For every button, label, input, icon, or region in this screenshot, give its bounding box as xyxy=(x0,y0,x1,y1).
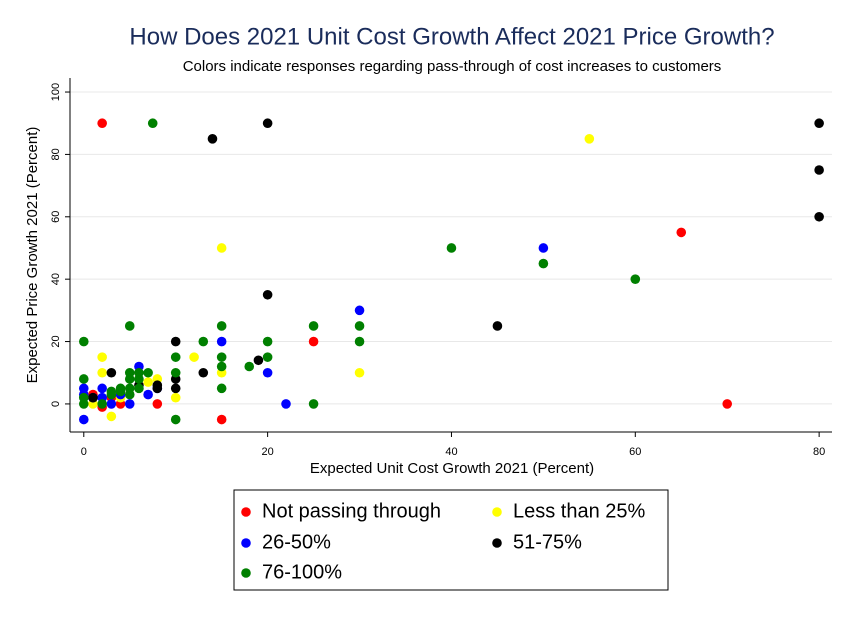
legend-marker xyxy=(492,507,502,517)
point xyxy=(147,118,158,129)
point xyxy=(170,352,181,362)
point xyxy=(216,352,227,362)
point xyxy=(134,367,144,378)
legend-label: 51-75% xyxy=(513,531,582,553)
point xyxy=(216,243,227,253)
point xyxy=(354,367,365,378)
point xyxy=(143,389,153,400)
point xyxy=(78,399,89,409)
point xyxy=(814,118,824,129)
point xyxy=(143,377,153,387)
point xyxy=(189,352,199,362)
chart-title: How Does 2021 Unit Cost Growth Affect 20… xyxy=(129,23,774,50)
point xyxy=(354,336,365,347)
point xyxy=(216,383,227,394)
point xyxy=(198,336,209,347)
point xyxy=(244,361,255,372)
legend-label: Less than 25% xyxy=(513,500,646,522)
point xyxy=(124,399,135,409)
point xyxy=(676,227,687,238)
point xyxy=(170,414,181,425)
point xyxy=(88,392,98,403)
point xyxy=(106,367,117,378)
legend-marker xyxy=(241,538,251,548)
point xyxy=(262,352,273,362)
point xyxy=(814,165,824,175)
point xyxy=(492,321,503,331)
x-tick-label: 20 xyxy=(261,446,273,458)
point xyxy=(354,321,365,331)
point xyxy=(308,399,319,409)
point xyxy=(216,414,227,425)
point xyxy=(124,389,135,400)
point xyxy=(78,336,89,347)
point xyxy=(308,321,319,331)
point xyxy=(143,367,153,378)
point xyxy=(538,243,549,253)
point xyxy=(308,336,319,347)
point xyxy=(216,321,227,331)
y-tick-label: 20 xyxy=(50,335,62,347)
point xyxy=(198,367,209,378)
point xyxy=(814,211,824,222)
point xyxy=(630,274,641,284)
legend-label: 76-100% xyxy=(262,561,342,583)
point xyxy=(207,134,218,144)
legend-marker xyxy=(241,507,251,517)
chart-subtitle: Colors indicate responses regarding pass… xyxy=(183,58,722,75)
point xyxy=(170,367,181,378)
point xyxy=(262,289,273,300)
point xyxy=(97,367,107,378)
point xyxy=(134,383,144,394)
point xyxy=(216,361,227,372)
y-axis-label: Expected Price Growth 2021 (Percent) xyxy=(24,127,41,384)
legend-marker xyxy=(492,538,502,548)
point xyxy=(170,383,181,394)
point xyxy=(170,392,181,403)
point xyxy=(152,383,163,394)
point xyxy=(262,118,273,129)
point xyxy=(722,399,733,409)
point xyxy=(124,374,135,384)
point xyxy=(538,258,549,269)
point xyxy=(106,411,117,422)
point xyxy=(78,414,89,425)
legend-marker xyxy=(241,568,251,578)
point xyxy=(262,367,273,378)
y-tick-label: 60 xyxy=(50,211,62,223)
x-tick-label: 60 xyxy=(629,446,641,458)
y-tick-label: 0 xyxy=(50,401,62,407)
y-tick-label: 100 xyxy=(50,83,62,101)
point xyxy=(97,383,107,394)
x-tick-label: 80 xyxy=(813,446,825,458)
point xyxy=(216,336,227,347)
x-axis-label: Expected Unit Cost Growth 2021 (Percent) xyxy=(310,460,594,477)
legend-label: 26-50% xyxy=(262,531,331,553)
point xyxy=(97,352,107,362)
point xyxy=(115,386,126,397)
point xyxy=(253,355,264,366)
x-tick-label: 40 xyxy=(445,446,457,458)
point xyxy=(106,386,117,397)
point xyxy=(170,336,181,347)
point xyxy=(354,305,365,316)
point xyxy=(97,399,107,409)
point xyxy=(281,399,291,409)
point xyxy=(584,134,595,144)
point xyxy=(97,118,107,129)
point xyxy=(124,321,135,331)
point xyxy=(78,374,89,384)
x-tick-label: 0 xyxy=(81,446,87,458)
point xyxy=(262,336,273,347)
point xyxy=(106,399,117,409)
point xyxy=(152,399,163,409)
y-tick-label: 40 xyxy=(50,273,62,285)
legend-box xyxy=(233,489,669,591)
y-tick-label: 80 xyxy=(50,148,62,160)
legend-label: Not passing through xyxy=(262,500,441,522)
point xyxy=(446,243,457,253)
